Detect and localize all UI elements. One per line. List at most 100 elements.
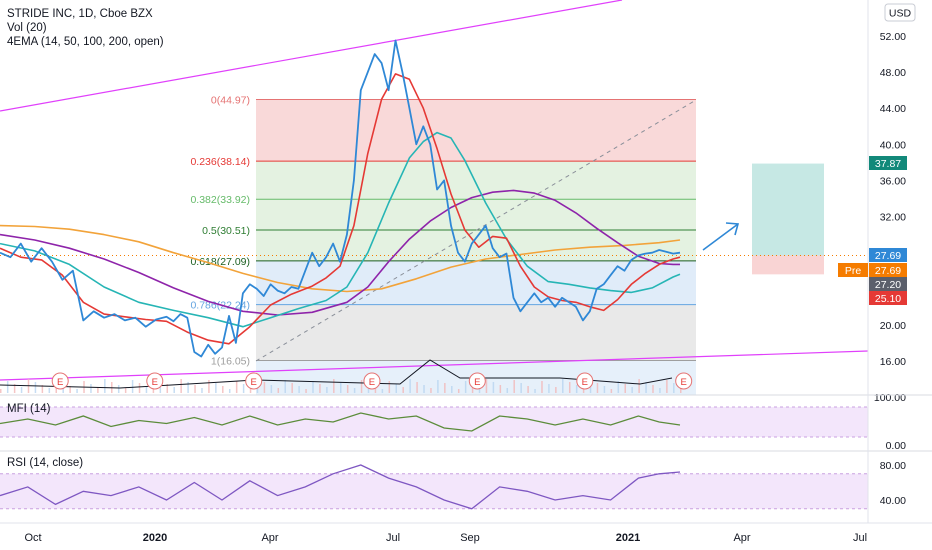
volume-bar bbox=[575, 385, 578, 393]
volume-bar bbox=[430, 388, 432, 393]
earnings-marker[interactable] bbox=[576, 372, 594, 390]
price-tick-label: 32.00 bbox=[880, 212, 906, 224]
volume-bar bbox=[235, 381, 238, 393]
earnings-marker[interactable] bbox=[146, 372, 164, 390]
currency-button-frame[interactable] bbox=[884, 3, 916, 22]
volume-bar bbox=[180, 379, 182, 393]
price-badge-text: 25.10 bbox=[875, 293, 901, 305]
mfi-tick-label: 0.00 bbox=[886, 440, 907, 452]
volume-bar bbox=[242, 384, 245, 393]
mfi-band bbox=[0, 407, 868, 437]
earnings-marker-label: E bbox=[474, 377, 480, 388]
currency-button[interactable]: USD bbox=[884, 3, 916, 22]
volume-bar bbox=[360, 380, 363, 393]
position-target-zone[interactable] bbox=[752, 163, 824, 256]
fib-zone bbox=[256, 99, 696, 162]
volume-bar bbox=[222, 386, 224, 393]
mfi-line[interactable] bbox=[0, 412, 681, 432]
earnings-marker-label: E bbox=[681, 377, 687, 388]
earnings-marker-label: E bbox=[582, 377, 588, 388]
volume-bar bbox=[76, 389, 78, 393]
volume-bar bbox=[437, 380, 439, 393]
volume-bar bbox=[201, 388, 203, 393]
volume-bar bbox=[464, 381, 467, 393]
price-badge-prefix-text: Pre bbox=[845, 265, 862, 277]
volume-bar bbox=[568, 382, 571, 393]
volume-bar bbox=[471, 384, 474, 393]
trend-line-lower[interactable] bbox=[0, 350, 869, 381]
volume-bar bbox=[34, 382, 37, 393]
volume-bar bbox=[534, 389, 536, 393]
position-stop-zone[interactable] bbox=[752, 255, 824, 275]
time-tick-label: 2021 bbox=[616, 532, 640, 544]
volume-bar bbox=[451, 386, 453, 393]
series-line-ema200[interactable] bbox=[0, 224, 681, 293]
volume-bar bbox=[624, 384, 626, 393]
volume-bar bbox=[291, 383, 293, 393]
volume-bar bbox=[527, 386, 529, 393]
volume-bar bbox=[208, 380, 210, 393]
rsi-pane[interactable]: 80.00 40.00 bbox=[0, 460, 906, 510]
fib-zone bbox=[256, 304, 696, 361]
series-line-price[interactable] bbox=[0, 39, 681, 358]
earnings-marker[interactable] bbox=[51, 372, 69, 390]
projection-arrow[interactable] bbox=[702, 223, 739, 251]
volume-bar bbox=[548, 384, 550, 393]
series-line-ema100[interactable] bbox=[0, 189, 680, 316]
ema-label: 4EMA (14, 50, 100, 200, open) bbox=[7, 36, 164, 48]
volume-bar bbox=[312, 381, 314, 393]
rsi-line[interactable] bbox=[0, 464, 681, 510]
volume-bar bbox=[638, 379, 640, 393]
rsi-label: RSI (14, close) bbox=[7, 457, 83, 469]
earnings-marker-label: E bbox=[152, 377, 158, 388]
price-badge bbox=[869, 156, 907, 170]
fib-level-label: 0.618(27.09) bbox=[190, 256, 250, 268]
earnings-marker[interactable] bbox=[675, 372, 693, 390]
volume-bar bbox=[395, 384, 398, 393]
volume-bar bbox=[541, 381, 543, 393]
fib-level-label: 0(44.97) bbox=[211, 94, 250, 106]
volume-bar bbox=[41, 385, 44, 393]
volume-bar bbox=[6, 381, 9, 393]
time-tick-label: Jul bbox=[386, 532, 400, 544]
earnings-marker[interactable] bbox=[363, 372, 381, 390]
time-tick-label: 2020 bbox=[143, 532, 167, 544]
rsi-tick-label: 40.00 bbox=[880, 495, 906, 507]
volume-bar bbox=[305, 389, 307, 393]
volume-bar bbox=[388, 381, 391, 393]
price-axis[interactable]: 52.0048.0044.0040.0036.0032.0028.0024.00… bbox=[838, 31, 907, 368]
series-line-ema50[interactable] bbox=[0, 131, 681, 328]
time-tick-label: Apr bbox=[261, 532, 278, 544]
trend-line-upper[interactable] bbox=[0, 0, 623, 112]
volume-bar bbox=[423, 385, 425, 393]
volume-bar bbox=[13, 384, 16, 393]
currency-label[interactable]: USD bbox=[889, 8, 912, 20]
volume-bar bbox=[652, 385, 654, 393]
volume-bar bbox=[645, 382, 647, 393]
volume-bar bbox=[90, 384, 92, 393]
series-line-ema14[interactable] bbox=[0, 73, 681, 345]
chart-title: STRIDE INC, 1D, Cboe BZX bbox=[7, 8, 153, 20]
volume-bar bbox=[402, 387, 404, 393]
earnings-marker[interactable] bbox=[245, 372, 263, 390]
price-badge-text: 27.69 bbox=[875, 265, 901, 277]
volume-bar bbox=[478, 387, 481, 393]
volume-bar bbox=[249, 387, 252, 393]
volume-ma-line bbox=[0, 359, 673, 389]
price-tick-label: 40.00 bbox=[880, 139, 906, 151]
mfi-tick-label: 100.00 bbox=[874, 392, 906, 404]
price-tick-label: 16.00 bbox=[880, 356, 906, 368]
time-tick-label: Jul bbox=[853, 532, 867, 544]
volume-bar bbox=[457, 389, 460, 393]
time-axis[interactable]: Oct 2020 Apr Jul Sep 2021 Apr Jul bbox=[24, 532, 867, 544]
price-badge-prefix bbox=[838, 263, 868, 277]
rsi-band bbox=[0, 473, 868, 509]
price-badge bbox=[869, 277, 907, 291]
price-tick-label: 44.00 bbox=[880, 103, 906, 115]
volume-bar bbox=[152, 389, 155, 393]
earnings-marker[interactable] bbox=[468, 372, 486, 390]
volume-bar bbox=[582, 388, 585, 393]
volume-bar bbox=[680, 386, 682, 393]
mfi-pane[interactable]: 100.00 0.00 bbox=[0, 392, 906, 452]
price-pane[interactable]: 0(44.97) 0.236(38.14) 0.382(33.92) 0.5(30.5… bbox=[0, 0, 869, 395]
